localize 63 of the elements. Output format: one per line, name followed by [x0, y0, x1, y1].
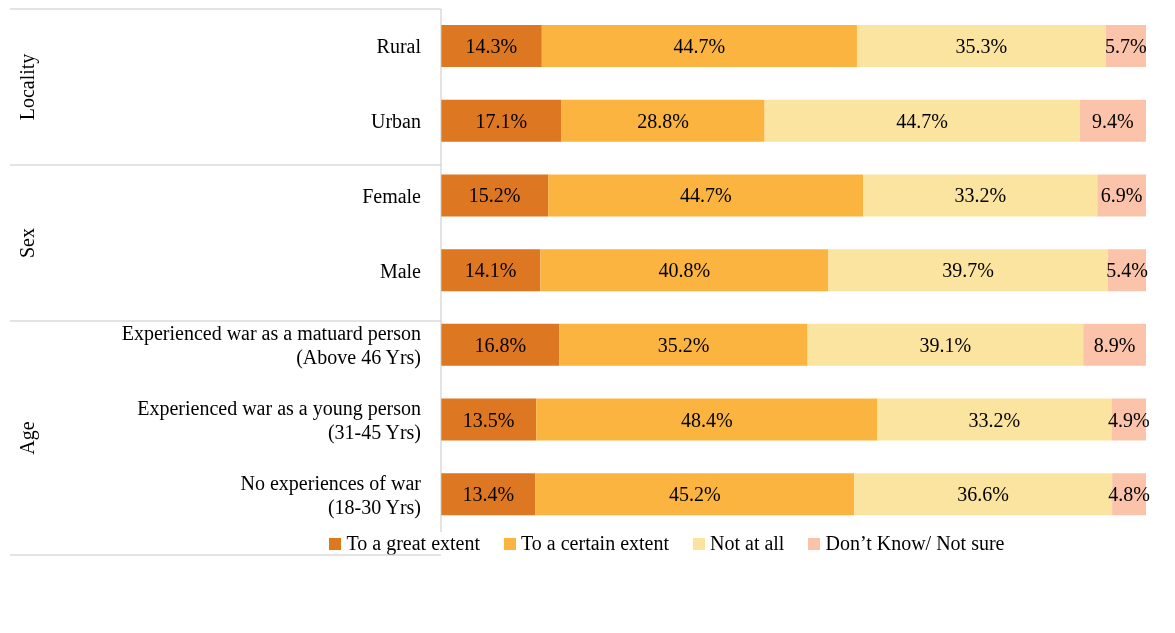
data-label: 8.9% [1093, 333, 1136, 356]
data-label: 45.2% [668, 483, 721, 506]
bar [540, 249, 829, 292]
y-tick-label: Experienced war as a young person (31-45 Yrs) [137, 396, 421, 444]
data-label: 44.7% [896, 109, 948, 132]
bar [828, 249, 1108, 292]
data-label: 36.6% [957, 483, 1009, 506]
y-tick-label: Experienced war as a matuard person (Above 46 Yrs) [121, 322, 421, 370]
bar [441, 99, 562, 142]
data-label: 4.8% [1108, 483, 1150, 506]
text: Sex [16, 228, 38, 258]
data-label: 5.7% [1105, 35, 1147, 57]
bar [536, 398, 878, 441]
bar [863, 174, 1098, 217]
data-label: 5.4% [1106, 259, 1148, 282]
data-label: 44.7% [679, 184, 732, 207]
data-label: 4.9% [1107, 408, 1150, 431]
data-label: 40.8% [658, 259, 711, 282]
data-label: 16.8% [474, 333, 527, 356]
data-label: 9.4% [1092, 109, 1134, 132]
bar [535, 473, 855, 516]
bar [548, 174, 864, 217]
text: Locality [16, 53, 39, 121]
bar [441, 174, 549, 217]
data-label: 13.4% [462, 483, 515, 506]
data-label: 15.2% [468, 184, 521, 207]
bar [541, 25, 857, 67]
data-label: 35.2% [657, 333, 710, 356]
data-label: 44.7% [673, 35, 726, 57]
bar [764, 99, 1080, 142]
bar [441, 249, 541, 292]
data-label: 28.8% [637, 109, 689, 132]
data-label: 6.9% [1100, 184, 1143, 207]
bar [856, 25, 1106, 67]
data-label: 35.3% [955, 35, 1008, 57]
bar [441, 398, 537, 441]
y-tick-label: Urban [371, 110, 421, 133]
text: Age [16, 421, 39, 455]
bar [441, 473, 536, 516]
data-label: 13.5% [462, 408, 515, 431]
data-label: 39.7% [942, 259, 994, 282]
legend-label: Not at all [710, 532, 785, 555]
bar [559, 323, 808, 366]
bar [807, 323, 1084, 366]
legend-label: To a certain extent [521, 532, 669, 555]
data-label: 33.2% [954, 184, 1007, 207]
bar [441, 323, 560, 366]
y-tick-label: Female [362, 184, 422, 207]
bar [561, 99, 765, 142]
bar [1083, 323, 1146, 366]
y-tick-label: Rural [376, 35, 422, 58]
y-tick-label: No experiences of war (18-30 Yrs) [240, 471, 422, 519]
data-label: 14.3% [465, 35, 518, 57]
legend-label: To a great extent [346, 532, 481, 555]
data-label: 33.2% [968, 408, 1021, 431]
data-label: 17.1% [475, 109, 528, 132]
data-label: 39.1% [919, 333, 972, 356]
y-tick-label: Male [379, 259, 422, 282]
bar [1079, 99, 1146, 142]
legend-label: Don’t Know/ Not sure [825, 532, 1005, 555]
bar [441, 25, 542, 67]
data-label: 14.1% [464, 259, 517, 282]
data-label: 48.4% [680, 408, 733, 431]
